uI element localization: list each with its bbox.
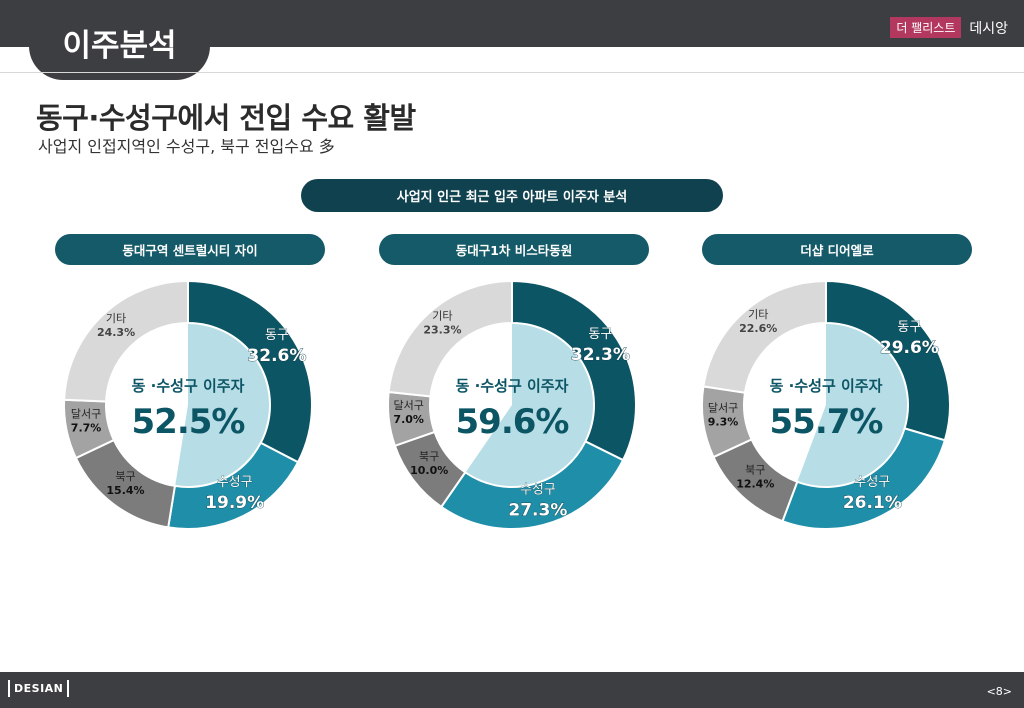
center-value: 52.5% [132, 402, 245, 442]
slice-value: 22.6% [739, 322, 777, 335]
slice-value: 32.3% [571, 345, 630, 365]
slice-value: 10.0% [410, 464, 448, 477]
slice-value: 12.4% [736, 477, 774, 490]
slice-value: 29.6% [880, 338, 939, 358]
slice-label-suseong: 수성구 26.1% [842, 475, 902, 514]
chart-title-1: 동대구역 센트럴시티 자이 [55, 234, 325, 265]
section-tab-title: 이주분석 [29, 0, 210, 80]
slice-name: 달서구 [708, 402, 738, 415]
slice-value: 19.9% [205, 493, 264, 513]
slice-label-suseong: 수성구 19.9% [205, 475, 265, 514]
section-title-pill: 사업지 인근 최근 입주 아파트 이주자 분석 [301, 179, 723, 212]
slice-name: 동구 [897, 320, 921, 335]
slice-name: 북구 [745, 463, 765, 476]
center-label: 동 ·수성구 이주자 [456, 377, 569, 395]
slice-name: 기타 [106, 312, 126, 325]
center-label: 동 ·수성구 이주자 [132, 377, 245, 395]
slice-name: 수성구 [854, 475, 890, 490]
slice-other [702, 279, 827, 394]
header-divider [0, 72, 1024, 73]
slice-value: 26.1% [843, 493, 902, 513]
slice-name: 동구 [265, 328, 289, 343]
slice-value: 32.6% [247, 346, 306, 366]
brand-name: 데시앙 [969, 20, 1008, 37]
slice-other [387, 279, 513, 398]
slice-value: 24.3% [97, 326, 135, 339]
slice-value: 15.4% [106, 484, 144, 497]
highlight-sector [797, 324, 908, 486]
slice-name: 달서구 [393, 399, 423, 412]
page-number: <8> [986, 685, 1012, 698]
chart-title-2: 동대구1차 비스타동원 [379, 234, 649, 265]
center-value: 59.6% [456, 402, 569, 442]
brand: 더 팰리스트 데시앙 [890, 17, 1008, 38]
highlight-sector [466, 324, 593, 486]
slice-name: 기타 [748, 308, 768, 321]
slice-value: 23.3% [423, 324, 461, 337]
slice-name: 북구 [115, 470, 135, 483]
slice-name: 북구 [419, 450, 439, 463]
slice-label-dong: 동구 29.6% [879, 320, 939, 359]
slice-other [63, 279, 189, 403]
footer-bar: DESIAN <8> [0, 672, 1024, 708]
slice-label-dong: 동구 32.6% [247, 328, 307, 367]
slice-name: 기타 [432, 310, 452, 323]
center-label: 동 ·수성구 이주자 [770, 377, 883, 395]
slice-name: 달서구 [71, 408, 101, 421]
slice-name: 동구 [588, 327, 612, 342]
headline: 동구·수성구에서 전입 수요 활발 [36, 101, 416, 135]
slice-label-dong: 동구 32.3% [570, 327, 630, 366]
slice-label-suseong: 수성구 27.3% [508, 482, 568, 521]
slice-dong [511, 279, 637, 462]
slice-value: 9.3% [708, 416, 739, 429]
highlight-sector [175, 324, 269, 486]
slice-dong [187, 279, 313, 464]
slice-value: 7.0% [393, 413, 424, 426]
desian-logo: DESIAN [8, 680, 70, 697]
slice-name: 수성구 [217, 475, 253, 490]
chart-title-3: 더샵 디어엘로 [702, 234, 972, 265]
slice-value: 7.7% [71, 422, 102, 435]
brand-badge: 더 팰리스트 [890, 17, 962, 38]
subheadline: 사업지 인접지역인 수성구, 북구 전입수요 多 [38, 137, 335, 156]
slice-value: 27.3% [508, 501, 567, 521]
slice-name: 수성구 [520, 483, 556, 498]
center-value: 55.7% [770, 402, 883, 442]
